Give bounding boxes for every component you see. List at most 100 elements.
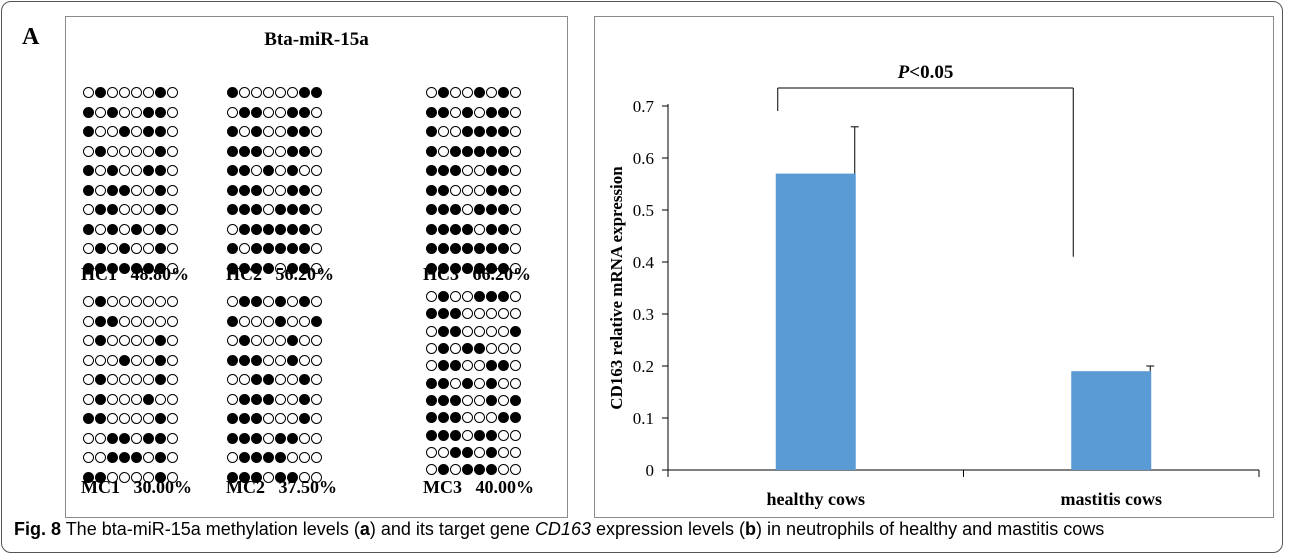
unmethylated-cpg-dot [107,374,118,386]
unmethylated-cpg-dot [143,335,154,347]
unmethylated-cpg-dot [251,165,262,177]
methylated-cpg-dot [227,243,238,255]
unmethylated-cpg-dot [510,87,521,99]
methylated-cpg-dot [107,165,118,177]
unmethylated-cpg-dot [131,87,142,99]
methylated-cpg-dot [486,360,497,372]
methylated-cpg-dot [239,296,250,308]
unmethylated-cpg-dot [299,452,310,464]
methylated-cpg-dot [107,223,118,235]
methylated-cpg-dot [83,184,94,196]
unmethylated-cpg-dot [167,106,178,118]
methylated-cpg-dot [251,296,262,308]
unmethylated-cpg-dot [311,432,322,444]
unmethylated-cpg-dot [107,296,118,308]
methylated-cpg-dot [450,446,461,458]
unmethylated-cpg-dot [510,291,521,303]
x-category-label: mastitis cows [1061,489,1163,509]
methylated-cpg-dot [83,471,94,483]
unmethylated-cpg-dot [498,343,509,355]
unmethylated-cpg-dot [450,106,461,118]
cpg-row [426,374,522,391]
unmethylated-cpg-dot [311,204,322,216]
methylated-cpg-dot [486,262,497,274]
unmethylated-cpg-dot [227,393,238,405]
unmethylated-cpg-dot [510,243,521,255]
unmethylated-cpg-dot [239,315,250,327]
cpg-row [426,461,522,478]
methylated-cpg-dot [263,452,274,464]
unmethylated-cpg-dot [167,223,178,235]
panel-a-letter: A [22,24,40,50]
methylated-cpg-dot [239,106,250,118]
methylated-cpg-dot [263,393,274,405]
caption-b: b [745,519,757,539]
unmethylated-cpg-dot [438,145,449,157]
methylation-panel: Bta-miR-15a HC1 48.80% HC2 56.20% HC3 66.2… [65,16,568,518]
unmethylated-cpg-dot [426,343,437,355]
unmethylated-cpg-dot [107,413,118,425]
unmethylated-cpg-dot [462,165,473,177]
expression-chart-panel: 0 0.1 0.2 0.3 0.4 0.5 0.6 0.7 healthy cows mastit… [594,16,1274,518]
methylated-cpg-dot [486,223,497,235]
cpg-row [83,220,179,240]
unmethylated-cpg-dot [131,374,142,386]
methylated-cpg-dot [299,204,310,216]
methylated-cpg-dot [95,296,106,308]
unmethylated-cpg-dot [486,325,497,337]
unmethylated-cpg-dot [311,223,322,235]
unmethylated-cpg-dot [131,126,142,138]
unmethylated-cpg-dot [474,394,485,406]
methylated-cpg-dot [438,325,449,337]
cpg-row [83,390,179,410]
cpg-row [83,448,179,468]
unmethylated-cpg-dot [275,184,286,196]
unmethylated-cpg-dot [119,471,130,483]
methylated-cpg-dot [239,452,250,464]
methylated-cpg-dot [107,432,118,444]
methylated-cpg-dot [474,262,485,274]
methylated-cpg-dot [438,243,449,255]
unmethylated-cpg-dot [263,145,274,157]
cpg-row [83,142,179,162]
methylated-cpg-dot [474,87,485,99]
methylated-cpg-dot [474,464,485,476]
unmethylated-cpg-dot [83,145,94,157]
methylated-cpg-dot [95,87,106,99]
methylated-cpg-dot [251,393,262,405]
p-symbol: P [897,62,910,83]
caption-text-1: The bta-miR-15a methylation levels ( [61,519,360,539]
methylated-cpg-dot [251,432,262,444]
methylated-cpg-dot [450,429,461,441]
methylated-cpg-dot [107,106,118,118]
methylated-cpg-dot [438,343,449,355]
unmethylated-cpg-dot [311,184,322,196]
caption-text-4: ) in neutrophils of healthy and mastitis… [756,519,1105,539]
methylated-cpg-dot [239,165,250,177]
cpg-row [426,323,522,340]
unmethylated-cpg-dot [227,296,238,308]
methylated-cpg-dot [311,87,322,99]
methylation-grid-hc1 [83,83,179,278]
methylated-cpg-dot [450,223,461,235]
unmethylated-cpg-dot [119,374,130,386]
unmethylated-cpg-dot [107,87,118,99]
methylated-cpg-dot [251,262,262,274]
cpg-row [426,239,522,259]
unmethylated-cpg-dot [287,393,298,405]
cpg-row [83,239,179,259]
unmethylated-cpg-dot [119,296,130,308]
methylated-cpg-dot [299,393,310,405]
unmethylated-cpg-dot [263,413,274,425]
unmethylated-cpg-dot [119,223,130,235]
unmethylated-cpg-dot [227,106,238,118]
methylated-cpg-dot [131,223,142,235]
unmethylated-cpg-dot [462,291,473,303]
methylated-cpg-dot [426,377,437,389]
methylated-cpg-dot [131,262,142,274]
cpg-row [83,351,179,371]
unmethylated-cpg-dot [450,343,461,355]
cpg-row [227,331,323,351]
methylated-cpg-dot [299,413,310,425]
methylated-cpg-dot [263,165,274,177]
